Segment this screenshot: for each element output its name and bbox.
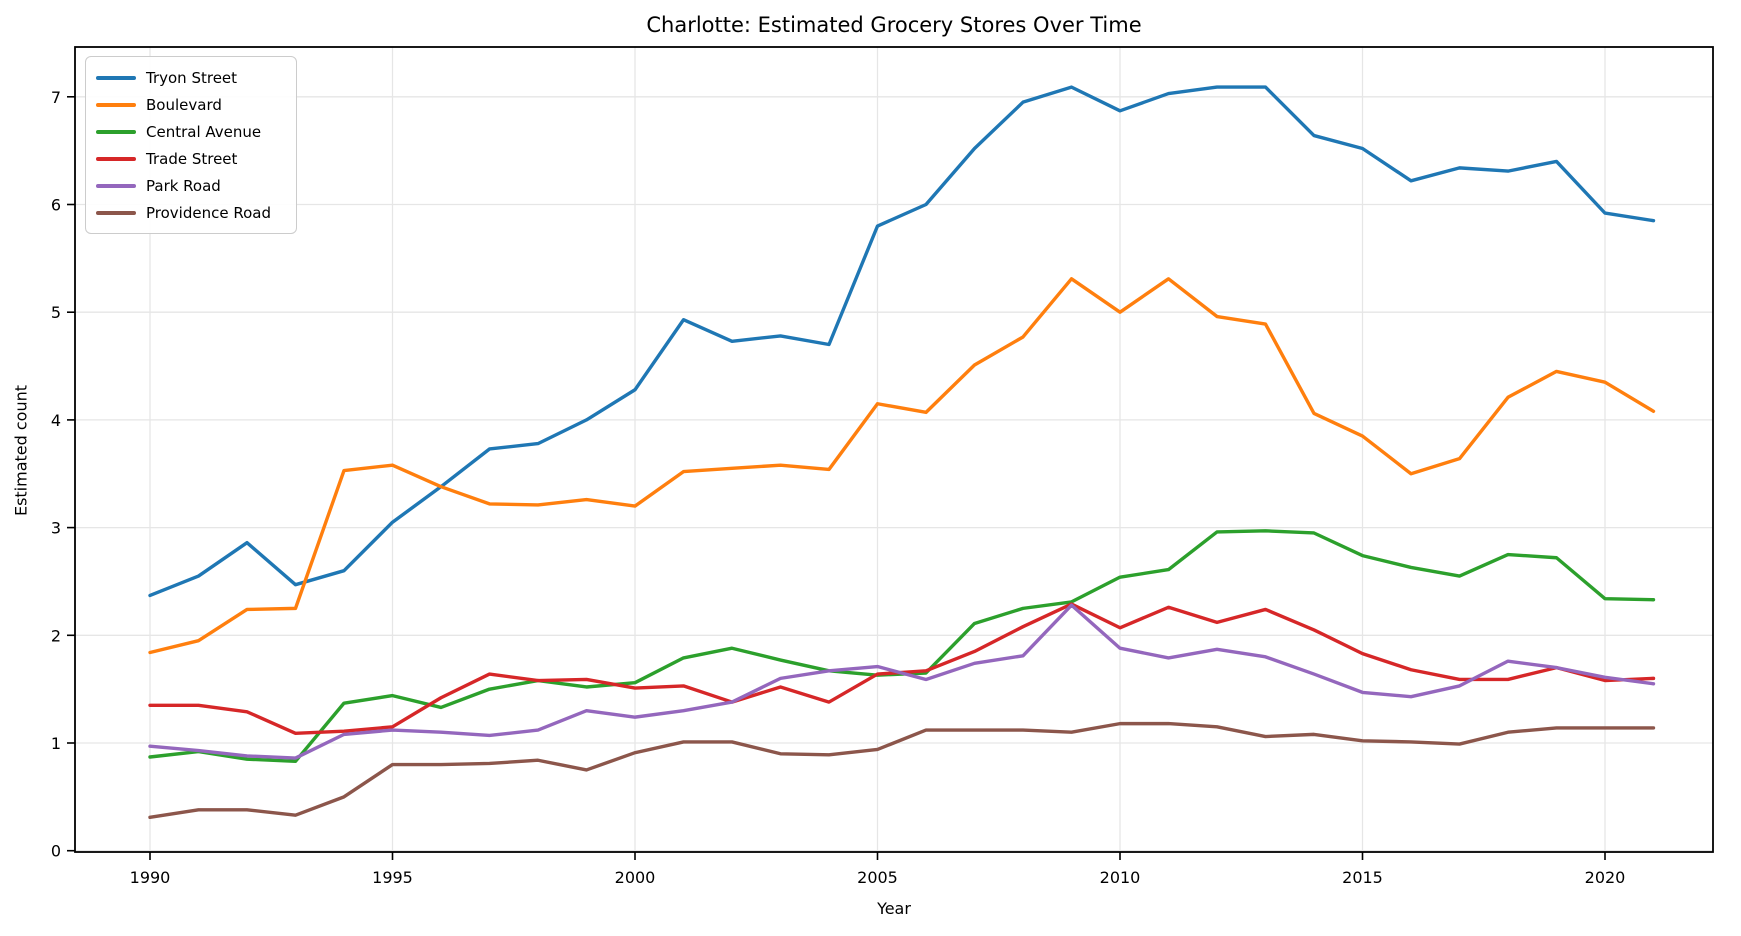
- legend: Tryon Street Boulevard Central Avenue Tr…: [85, 56, 297, 234]
- legend-item-park-road: Park Road: [96, 172, 286, 199]
- legend-label: Central Avenue: [146, 122, 262, 141]
- legend-swatch-providence-road: [96, 210, 136, 215]
- legend-swatch-tryon-street: [96, 75, 136, 80]
- series-line-boulevard: [148, 277, 1656, 655]
- y-tick-label: 3: [51, 519, 61, 538]
- legend-item-providence-road: Providence Road: [96, 199, 286, 226]
- y-tick-label: 5: [51, 303, 61, 322]
- y-tick-label: 7: [51, 88, 61, 107]
- y-tick-label: 0: [51, 842, 61, 861]
- x-tick-label: 2020: [1585, 868, 1626, 887]
- legend-label: Trade Street: [146, 149, 238, 168]
- x-axis-label: Year: [877, 899, 911, 918]
- legend-swatch-central-avenue: [96, 129, 136, 134]
- axis-ticks: 1990 1995 2000 2005 2010 2015 2020 0 1 2 3 4 5 6 7: [51, 88, 1626, 887]
- y-tick-label: 2: [51, 626, 61, 645]
- legend-label: Tryon Street: [146, 68, 238, 87]
- legend-swatch-trade-street: [96, 156, 136, 161]
- legend-item-boulevard: Boulevard: [96, 91, 286, 118]
- y-tick-label: 1: [51, 734, 61, 753]
- x-tick-label: 1995: [372, 868, 413, 887]
- x-tick-label: 2005: [857, 868, 898, 887]
- x-tick-label: 2010: [1100, 868, 1141, 887]
- x-tick-label: 2015: [1342, 868, 1383, 887]
- chart-title: Charlotte: Estimated Grocery Stores Over…: [646, 13, 1142, 37]
- legend-label: Boulevard: [146, 95, 222, 114]
- y-axis-label: Estimated count: [11, 384, 31, 517]
- series-line-park-road: [148, 603, 1656, 760]
- legend-item-trade-street: Trade Street: [96, 145, 286, 172]
- legend-swatch-boulevard: [96, 102, 136, 107]
- x-tick-label: 1990: [130, 868, 171, 887]
- legend-label: Park Road: [146, 176, 221, 195]
- legend-label: Providence Road: [146, 203, 271, 222]
- legend-swatch-park-road: [96, 183, 136, 188]
- legend-item-tryon-street: Tryon Street: [96, 64, 286, 91]
- plot-frame: [74, 46, 1714, 853]
- series-line-providence-road: [148, 721, 1656, 820]
- x-tick-label: 2000: [615, 868, 656, 887]
- series-lines: [148, 85, 1656, 820]
- y-tick-label: 4: [51, 411, 61, 430]
- y-tick-label: 6: [51, 196, 61, 215]
- series-line-trade-street: [148, 602, 1656, 736]
- gridlines: [75, 47, 1713, 852]
- series-line-tryon-street: [148, 85, 1656, 598]
- legend-item-central-avenue: Central Avenue: [96, 118, 286, 145]
